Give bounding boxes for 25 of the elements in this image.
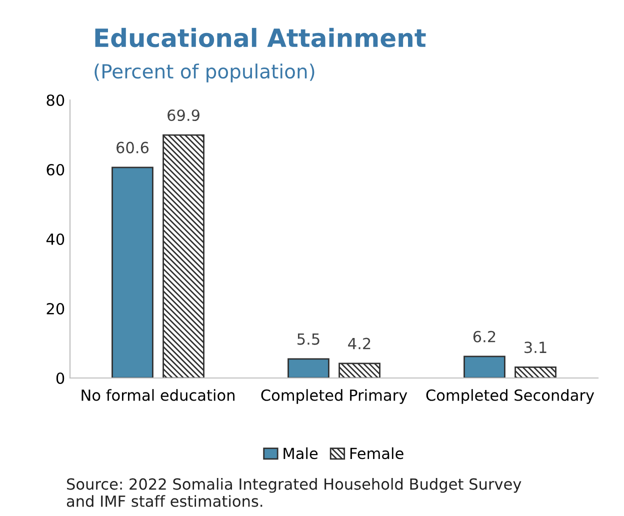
chart-subtitle: (Percent of population) [94,64,314,82]
data-label: 4.2 [348,338,370,350]
data-label: 69.9 [168,109,200,122]
data-label: 60.6 [116,142,149,154]
source-note: Source: 2022 Somalia Integrated Household Budget Survey and IMF staff estimations. [66,478,522,507]
y-tick-label: 80 [46,94,64,106]
bar [514,366,556,378]
data-label: 5.5 [298,333,320,345]
x-tick-label: Completed Primary [261,389,408,404]
bar [112,166,154,378]
y-tick-label: 60 [46,164,64,176]
data-label: 6.2 [473,330,496,342]
bar [162,134,204,378]
y-tick-label: 0 [56,372,64,384]
y-tick-label: 20 [46,302,64,315]
legend-label: Female [350,447,404,460]
x-tick-label: Completed Secondary [426,389,594,404]
bar [338,362,380,378]
legend-label: Male [284,447,318,460]
chart-title: Educational Attainment [95,28,426,48]
bar [288,358,330,378]
x-tick-label: No formal education [82,389,234,401]
y-tick-label: 40 [46,233,64,246]
data-label: 3.1 [524,342,546,354]
bar [464,356,506,378]
